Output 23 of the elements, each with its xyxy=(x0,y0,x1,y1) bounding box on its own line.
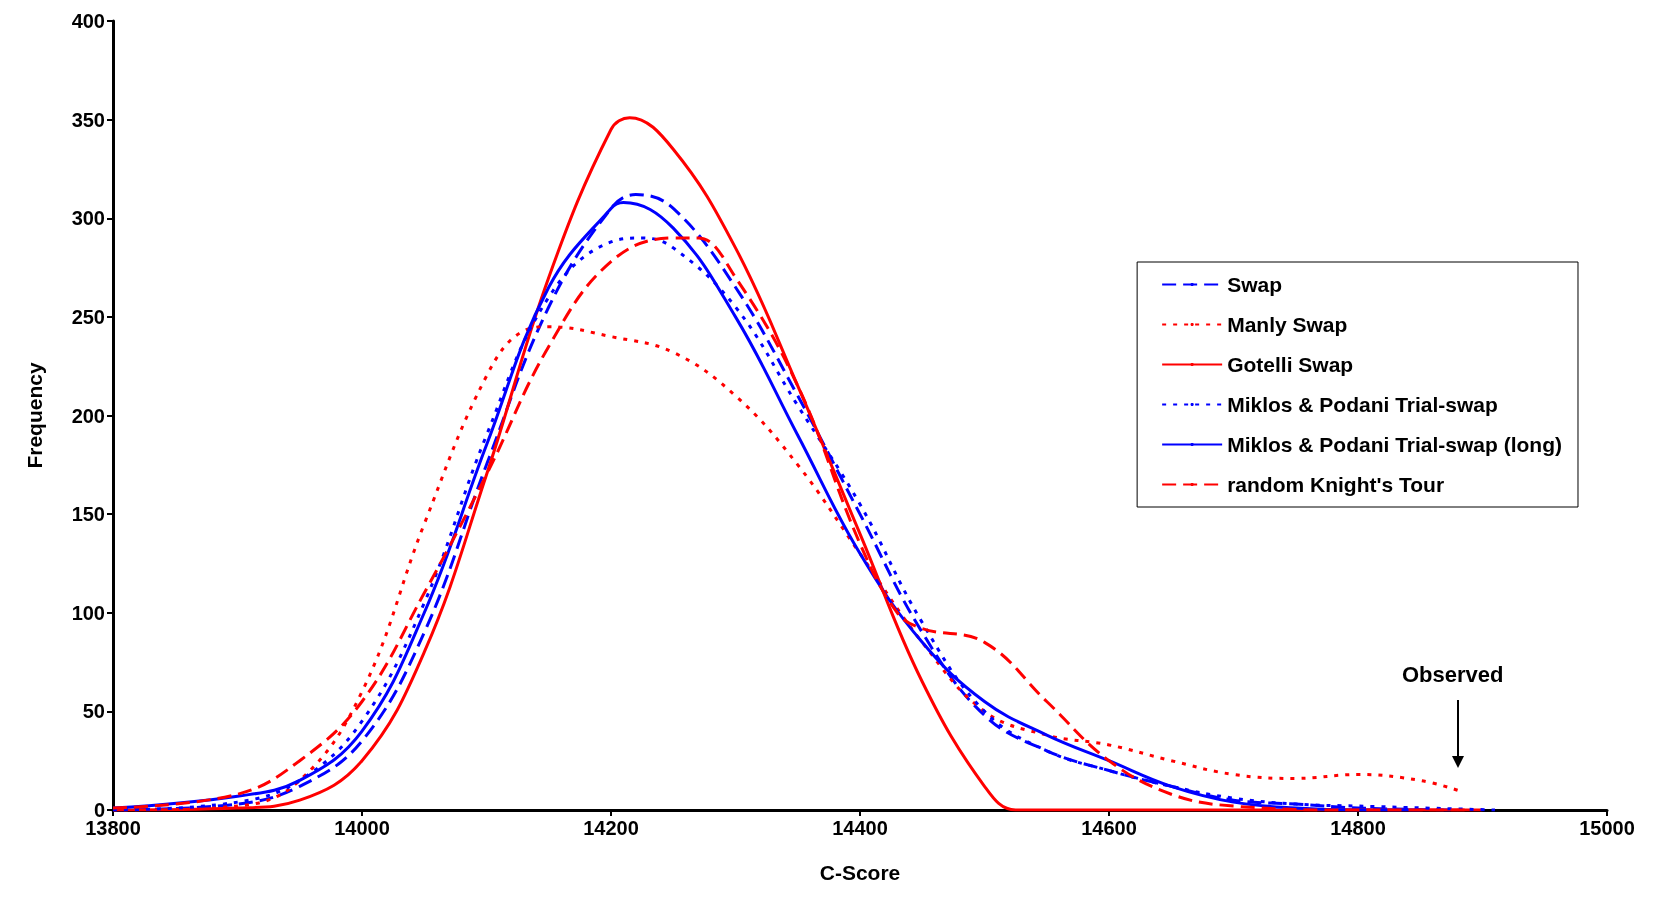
legend-label: random Knight's Tour xyxy=(1227,473,1445,496)
y-tick-label: 50 xyxy=(82,700,105,723)
y-tick-label: 100 xyxy=(71,601,105,624)
x-tick-label: 14800 xyxy=(1330,817,1386,839)
legend-label: Miklos & Podani Trial-swap xyxy=(1227,393,1498,416)
x-tick-label: 14000 xyxy=(334,817,390,839)
y-tick-label: 200 xyxy=(71,404,105,427)
y-tick-label: 250 xyxy=(71,305,105,328)
y-tick-label: 300 xyxy=(71,207,105,230)
legend-label: Miklos & Podani Trial-swap (long) xyxy=(1227,433,1563,456)
y-tick-label: 150 xyxy=(71,503,105,526)
x-tick-label: 14400 xyxy=(832,817,888,839)
x-tick-label: 15000 xyxy=(1579,817,1635,839)
x-tick-label: 14600 xyxy=(1081,817,1137,839)
y-tick-label: 350 xyxy=(71,108,105,131)
legend-label: Gotelli Swap xyxy=(1227,353,1354,376)
x-axis-title: C-Score xyxy=(819,861,901,884)
y-tick-label: 400 xyxy=(71,10,105,32)
legend-label: Manly Swap xyxy=(1227,313,1348,336)
y-axis-title: Frequency xyxy=(23,362,46,469)
legend-label: Swap xyxy=(1227,273,1282,296)
annotation: Observed xyxy=(1402,661,1504,687)
x-tick-label: 14200 xyxy=(583,817,639,839)
